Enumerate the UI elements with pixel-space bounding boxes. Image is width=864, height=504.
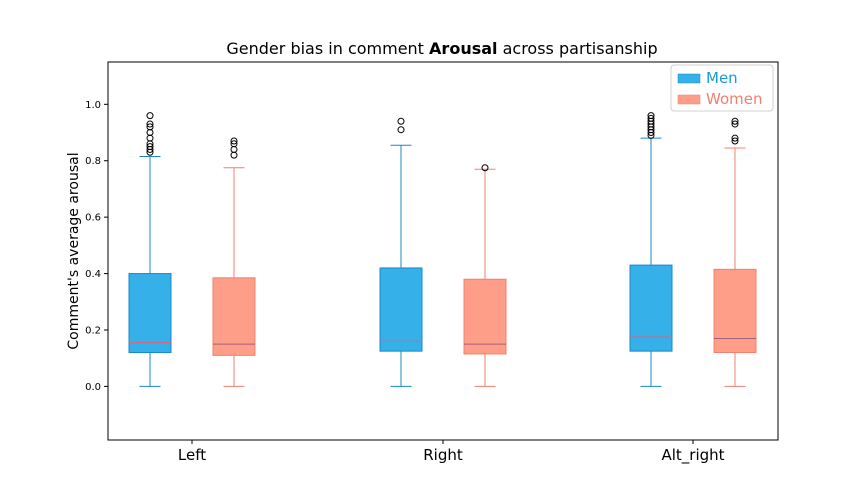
legend-swatch-women	[677, 94, 701, 105]
y-tick-label: 0.4	[85, 269, 101, 280]
outlier-point	[481, 164, 489, 172]
box-women	[713, 268, 757, 354]
outlier-point	[731, 117, 739, 125]
outlier-point	[146, 129, 154, 137]
legend-swatch-men	[677, 73, 701, 84]
outlier-point	[230, 137, 238, 145]
chart-title-emphasis: Arousal	[429, 39, 497, 58]
legend-label-women: Women	[706, 90, 762, 108]
axes-frame	[107, 61, 779, 441]
x-tick-label: Right	[423, 446, 463, 464]
outlier-point	[647, 114, 655, 122]
chart-title: Gender bias in comment Arousal across pa…	[226, 39, 657, 58]
outlier-point	[731, 137, 739, 145]
outlier-point	[146, 112, 154, 120]
y-tick-label: 0.6	[85, 213, 101, 224]
outlier-point	[230, 140, 238, 148]
legend: Men Women	[670, 64, 774, 112]
y-axis-label: Comment's average arousal	[66, 152, 82, 349]
x-tick-label: Alt_right	[661, 446, 724, 465]
outlier-point	[397, 117, 405, 125]
outlier-point	[146, 134, 154, 142]
y-tick-label: 0.8	[85, 156, 101, 167]
y-tick-label: 1.0	[85, 100, 101, 111]
outlier-point	[146, 143, 154, 151]
outlier-point	[731, 120, 739, 128]
chart-title-prefix: Gender bias in comment	[226, 39, 429, 58]
y-tick-label: 0.0	[85, 382, 101, 393]
outlier-point	[230, 145, 238, 153]
chart-title-suffix: across partisanship	[498, 39, 658, 58]
outlier-point	[647, 112, 655, 120]
box-women	[212, 277, 256, 356]
outlier-point	[230, 151, 238, 159]
box-men	[379, 267, 423, 352]
box-men	[629, 264, 673, 352]
legend-label-men: Men	[706, 69, 738, 87]
y-tick-label: 0.2	[85, 325, 101, 336]
outlier-point	[146, 123, 154, 131]
x-tick-label: Left	[178, 446, 206, 464]
box-women	[463, 278, 507, 355]
outlier-point	[397, 126, 405, 134]
outlier-point	[146, 120, 154, 128]
box-men	[128, 273, 172, 354]
outlier-point	[731, 134, 739, 142]
plot-area: 0.0 0.2 0.4 0.6 0.8 1.0 Left Right Alt_right	[85, 61, 779, 465]
